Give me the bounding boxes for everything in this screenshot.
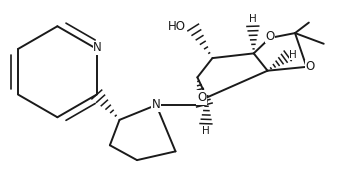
Text: HO: HO [168, 20, 186, 33]
Text: H: H [202, 126, 210, 136]
Text: O: O [197, 91, 206, 104]
Text: N: N [152, 98, 161, 112]
Text: N: N [93, 41, 102, 54]
Text: H: H [289, 50, 297, 60]
Text: O: O [305, 60, 315, 73]
Text: O: O [265, 30, 275, 43]
Text: H: H [249, 14, 257, 24]
